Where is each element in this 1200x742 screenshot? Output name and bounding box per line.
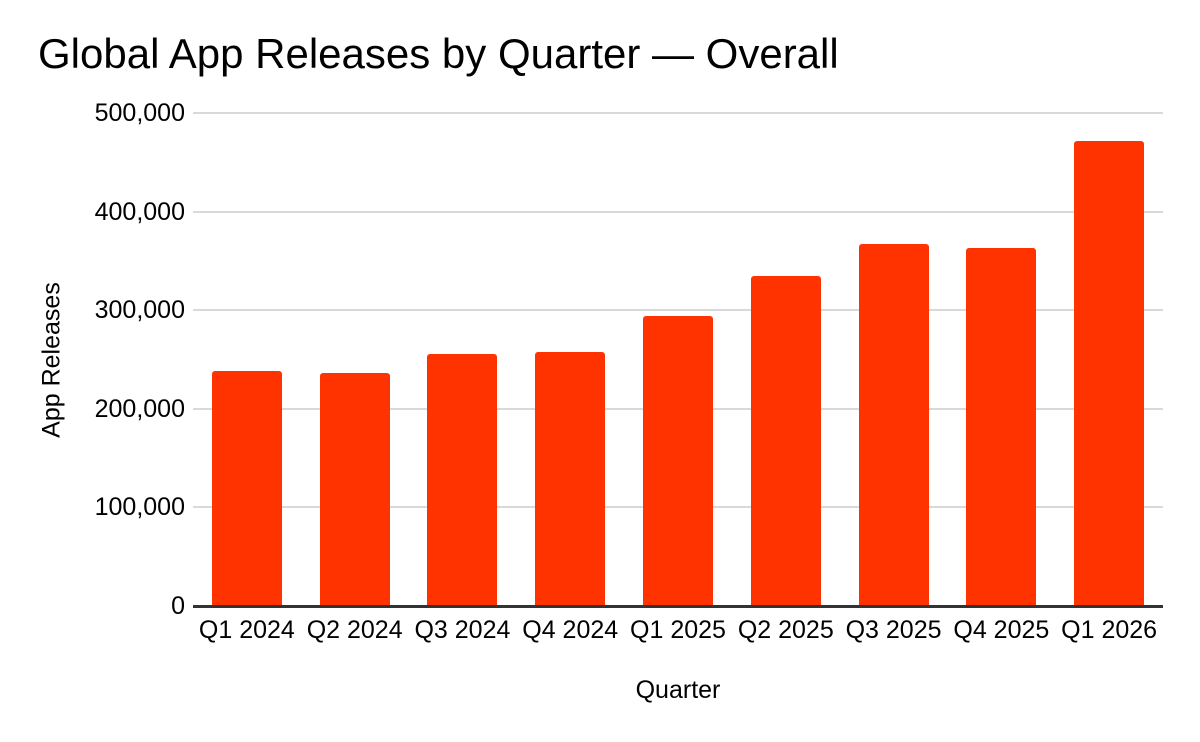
x-tick-label: Q4 2024 [522,616,619,644]
y-axis-title: App Releases [37,282,66,438]
x-tick-label: Q1 2026 [1061,616,1158,644]
bar-slot [840,113,948,606]
bar-q1-2026 [1074,140,1145,606]
gridline [193,309,1163,312]
bar-slot [193,113,301,606]
x-tick-label: Q4 2025 [953,616,1050,644]
x-axis-tick-labels: Q1 2024 Q2 2024 Q3 2024 Q4 2024 Q1 2025 Q2 20… [193,616,1163,645]
x-axis-line [193,605,1163,608]
bars [193,113,1163,606]
x-axis-title: Quarter [635,676,721,704]
bar-q1-2024 [211,371,282,606]
x-tick-label: Q1 2024 [198,616,295,644]
bar-q4-2024 [535,351,606,606]
bar-slot [516,113,624,606]
x-tick-label: Q2 2025 [737,616,834,644]
bar-q3-2024 [427,353,498,606]
y-tick-label: 400,000 [94,197,185,226]
bar-q4-2025 [966,248,1037,606]
bar-slot [409,113,517,606]
bar-slot [624,113,732,606]
plot-area [193,112,1163,608]
bar-q2-2024 [319,373,390,606]
x-tick-label: Q1 2025 [630,616,726,644]
y-tick-label: 0 [171,592,185,620]
bar-slot [1055,113,1163,606]
chart-title: Global App Releases by Quarter — Overall [38,30,839,77]
x-tick-label: Q3 2024 [414,616,511,644]
y-tick-label: 200,000 [94,394,185,423]
bar-q2-2025 [750,275,821,606]
gridline [193,112,1163,114]
bar-slot [947,113,1055,606]
bar-slot [732,113,840,606]
y-tick-label: 100,000 [94,493,185,522]
bar-q1-2025 [642,316,714,606]
x-tick-label: Q2 2024 [306,616,403,644]
bar-q3-2025 [858,244,929,606]
bar-slot [301,113,409,606]
gridline [193,210,1163,213]
x-tick-label: Q3 2025 [845,616,942,644]
y-tick-label: 500,000 [94,99,185,127]
y-tick-label: 300,000 [94,296,185,325]
